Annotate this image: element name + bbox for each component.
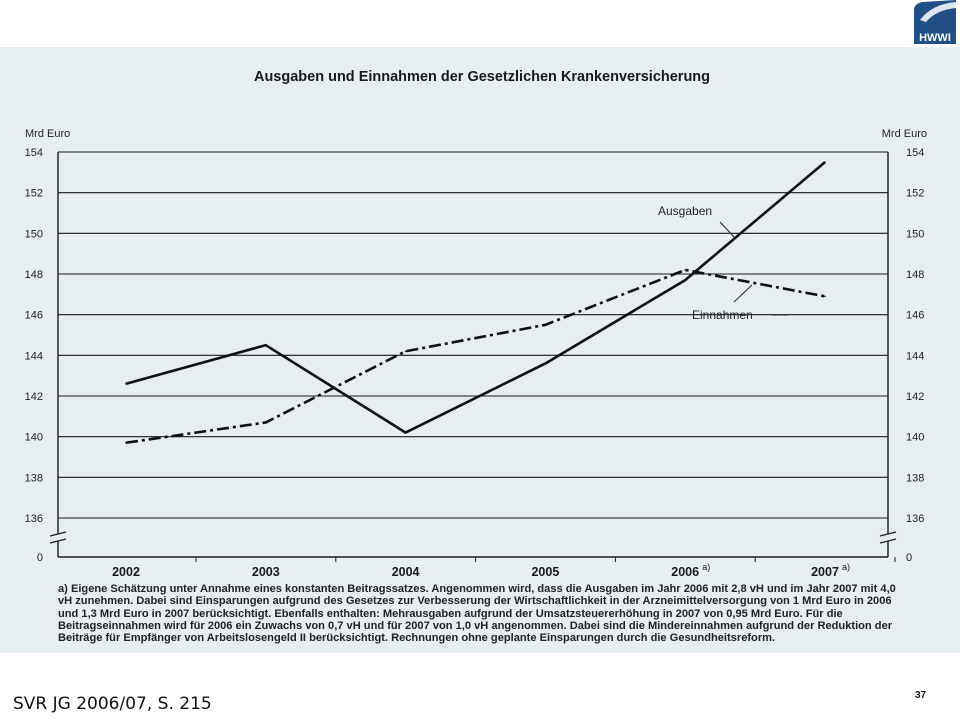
- y-tick-left-144: 144: [25, 350, 43, 362]
- axis-break-mark-right-bottom: [879, 538, 897, 544]
- data-point-einnahmen-2007: [824, 295, 826, 298]
- chart-footnote: a) Eigene Schätzung unter Annahme eines …: [58, 583, 896, 645]
- data-point-einnahmen-2006: [684, 269, 686, 271]
- x-label-2004: 2004: [392, 565, 420, 579]
- y-tick-left-140: 140: [25, 432, 43, 444]
- y-tick-left-154: 154: [25, 147, 43, 159]
- axis-break-gap-right: [882, 534, 894, 541]
- y-tick-right-148: 148: [906, 269, 924, 281]
- y-tick-left-150: 150: [25, 228, 43, 240]
- y-tick-right-138: 138: [906, 472, 924, 484]
- x-label-2007: 2007: [811, 565, 839, 579]
- page-number: 37: [915, 690, 927, 701]
- y-axis-label-left: Mrd Euro: [25, 128, 70, 140]
- data-point-ausgaben-2007: [824, 161, 826, 163]
- x-label-2002: 2002: [112, 565, 140, 579]
- x-label-2003: 2003: [252, 565, 280, 579]
- logo-text: HWWI: [919, 32, 951, 44]
- data-point-ausgaben-2004: [404, 431, 407, 434]
- axis-break-mark-right-top: [879, 531, 897, 537]
- data-point-einnahmen-2005: [544, 324, 547, 326]
- hwwi-logo: HWWI: [910, 0, 960, 47]
- axis-break-mark-left-top: [49, 531, 67, 537]
- series-line-ausgaben: [125, 161, 826, 434]
- x-label-2005: 2005: [531, 565, 559, 579]
- data-point-einnahmen-2002: [125, 441, 127, 444]
- y-tick-right-140: 140: [906, 432, 924, 444]
- source-citation: SVR JG 2006/07, S. 215: [13, 694, 212, 714]
- leader-line-einnahmen: [733, 284, 753, 303]
- data-point-ausgaben-2006: [684, 279, 686, 281]
- data-point-einnahmen-2003: [265, 421, 267, 424]
- y-tick-right-144: 144: [906, 350, 924, 362]
- data-point-ausgaben-2002: [125, 383, 127, 385]
- y-tick-left-136: 136: [25, 513, 43, 525]
- x-label-superscript-2006: a): [702, 562, 710, 572]
- leader-line-ausgaben: [719, 221, 736, 239]
- chart-title: Ausgaben und Einnahmen der Gesetzlichen …: [254, 69, 710, 85]
- chart-panel: [0, 47, 960, 653]
- y-tick-right-150: 150: [906, 228, 924, 240]
- axis-break-mark-left-bottom: [49, 538, 67, 544]
- data-point-ausgaben-2005: [544, 362, 547, 365]
- y-tick-right-136: 136: [906, 513, 924, 525]
- y-tick-right-146: 146: [906, 310, 924, 322]
- y-tick-left-138: 138: [25, 472, 43, 484]
- x-label-2006: 2006: [671, 565, 699, 579]
- series-label-einnahmen: Einnahmen: [692, 308, 753, 322]
- y-tick-right-142: 142: [906, 391, 924, 403]
- y-tick-left-146: 146: [25, 310, 43, 322]
- y-tick-right-154: 154: [906, 147, 924, 159]
- axis-break-gap-left: [52, 534, 64, 541]
- series-line-einnahmen: [125, 268, 826, 445]
- series-label-ausgaben: Ausgaben: [658, 204, 712, 218]
- data-point-einnahmen-2004: [404, 350, 407, 353]
- y-tick-left-142: 142: [25, 391, 43, 403]
- data-point-ausgaben-2003: [265, 344, 267, 346]
- y-tick-right-zero: 0: [906, 552, 912, 564]
- y-axis-label-right: Mrd Euro: [882, 128, 927, 140]
- y-tick-right-152: 152: [906, 188, 924, 200]
- y-tick-left-148: 148: [25, 269, 43, 281]
- y-tick-left-zero: 0: [37, 552, 43, 564]
- y-tick-left-152: 152: [25, 188, 43, 200]
- x-label-superscript-2007: a): [842, 562, 850, 572]
